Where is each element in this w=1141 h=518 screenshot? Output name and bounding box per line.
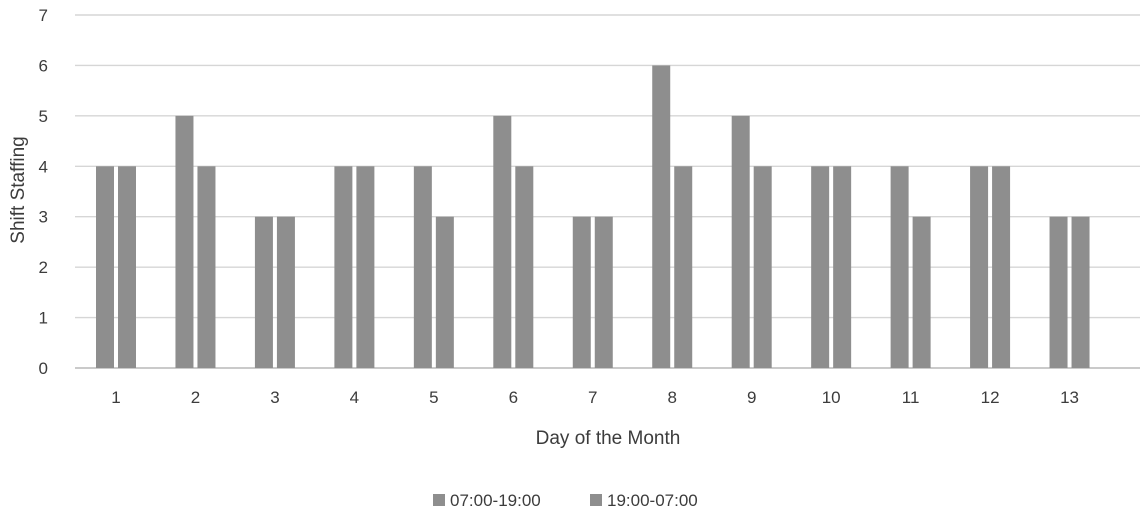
legend: 07:00-19:00 19:00-07:00 [433,491,698,510]
y-axis-title: Shift Staffing [8,136,29,243]
x-tick-label: 3 [270,388,279,407]
y-tick-label: 3 [39,208,48,227]
legend-swatch [433,494,445,506]
bar-2-series-1 [175,115,194,368]
y-tick-label: 5 [39,107,48,126]
bar-11-series-2 [912,216,931,368]
bar-7-series-1 [572,216,591,368]
legend-swatch [590,494,602,506]
bar-8-series-1 [652,65,671,368]
bar-8-series-2 [674,166,693,368]
bar-2-series-2 [197,166,216,368]
x-axis-tick-labels: 1 2 3 4 5 6 7 8 9 10 11 12 13 [111,388,1079,407]
x-tick-label: 9 [747,388,756,407]
bar-10-series-1 [811,166,830,368]
bar-4-series-2 [356,166,375,368]
y-tick-label: 0 [39,359,48,378]
x-tick-label: 4 [350,388,359,407]
bar-5-series-2 [435,216,454,368]
bar-9-series-2 [753,166,772,368]
y-tick-label: 7 [39,6,48,25]
legend-label: 19:00-07:00 [607,491,698,510]
x-tick-label: 8 [667,388,676,407]
bar-13-series-1 [1049,216,1068,368]
x-tick-label: 13 [1060,388,1079,407]
bar-3-series-2 [276,216,295,368]
bar-6-series-2 [515,166,534,368]
x-axis-title: Day of the Month [536,428,681,449]
x-tick-label: 1 [111,388,120,407]
bar-12-series-1 [970,166,989,368]
bar-12-series-2 [992,166,1011,368]
y-tick-label: 2 [39,258,48,277]
y-axis-tick-labels: 0 1 2 3 4 5 6 7 [39,6,48,378]
bar-10-series-2 [833,166,852,368]
bar-3-series-1 [254,216,273,368]
bar-11-series-1 [890,166,909,368]
x-tick-label: 10 [822,388,841,407]
y-tick-label: 6 [39,56,48,75]
bar-13-series-2 [1071,216,1090,368]
legend-label: 07:00-19:00 [450,491,541,510]
x-tick-label: 7 [588,388,597,407]
bar-7-series-2 [594,216,613,368]
bar-6-series-1 [493,115,512,368]
y-tick-label: 4 [39,157,48,176]
bar-5-series-1 [413,166,432,368]
x-tick-label: 6 [509,388,518,407]
x-tick-label: 2 [191,388,200,407]
y-tick-label: 1 [39,309,48,328]
bar-9-series-1 [731,115,750,368]
bar-4-series-1 [334,166,353,368]
bars [96,65,1090,368]
x-tick-label: 12 [981,388,1000,407]
bar-1-series-2 [118,166,136,368]
bar-1-series-1 [96,166,114,368]
x-tick-label: 11 [902,388,920,407]
x-tick-label: 5 [429,388,438,407]
